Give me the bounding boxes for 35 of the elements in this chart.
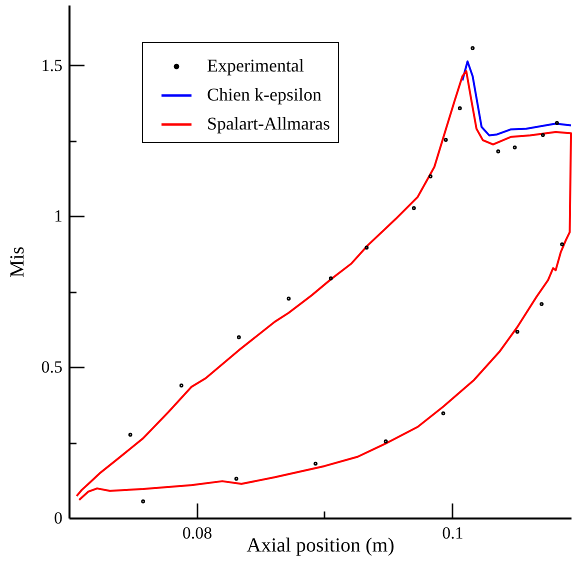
point: [470, 46, 475, 50]
point: [364, 246, 369, 250]
point: [328, 276, 333, 280]
legend-label: Chien k-epsilon: [207, 84, 322, 104]
y-tick-label: 1.5: [41, 56, 62, 75]
y-tick-label: 1: [54, 206, 62, 226]
point: [141, 499, 146, 504]
point: [286, 296, 291, 301]
point: [496, 149, 500, 154]
point: [234, 476, 238, 481]
point: [444, 138, 448, 142]
y-axis-title: Mis: [6, 246, 28, 278]
point: [384, 439, 388, 444]
point: [236, 335, 241, 340]
line-series: [461, 60, 572, 136]
point: [560, 242, 564, 246]
legend-label: Spalart-Allmaras: [207, 114, 330, 134]
point: [179, 384, 184, 388]
point: [412, 206, 416, 210]
point: [512, 145, 517, 150]
point: [441, 411, 446, 416]
point: [554, 121, 559, 125]
x-tick-label: 0.1: [442, 524, 464, 542]
x-tick-label: 0.08: [182, 524, 212, 542]
x-axis-title: Axial position (m): [246, 534, 394, 556]
point: [540, 133, 545, 138]
point: [428, 174, 432, 178]
point: [314, 462, 318, 466]
point: [540, 302, 544, 306]
point: [128, 432, 132, 437]
y-tick-label: 0: [54, 508, 62, 528]
point: [458, 106, 462, 110]
y-tick-label: 0.5: [41, 358, 62, 377]
point: [515, 330, 520, 334]
legend-label: Experimental: [207, 56, 304, 76]
